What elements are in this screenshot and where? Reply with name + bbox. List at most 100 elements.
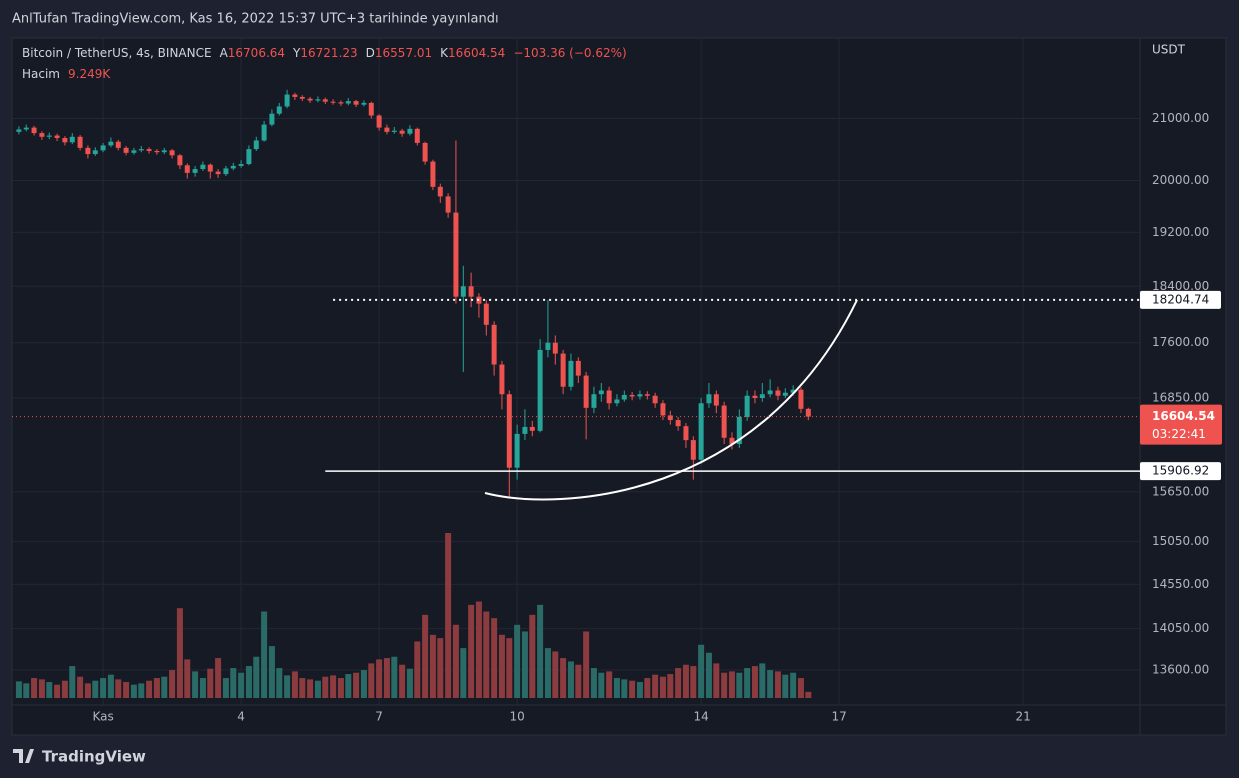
candle-body: [200, 164, 206, 170]
candle-body: [100, 145, 106, 151]
volume-bar: [805, 691, 812, 698]
logo-mark: [13, 749, 34, 763]
grid: [12, 38, 1140, 705]
volume-bar: [521, 631, 528, 698]
publisher-note: AnlTufan TradingView.com, Kas 16, 2022 1…: [12, 12, 499, 27]
volume-bar: [422, 614, 429, 698]
y-tick-label: 14550.00: [1152, 577, 1209, 591]
volume-bar: [751, 666, 758, 698]
candle-body: [345, 101, 351, 104]
volume-bar: [345, 674, 352, 698]
volume-bar: [498, 634, 505, 698]
candle-body: [322, 99, 328, 102]
candle-body: [598, 390, 604, 395]
volume-bar: [797, 678, 804, 698]
volume-bar: [675, 668, 682, 698]
horizontal-line-label: 15906.92: [1152, 464, 1209, 478]
volume-bar: [437, 638, 444, 698]
candle-body: [560, 353, 566, 387]
candle-body: [146, 149, 152, 151]
volume-bar: [192, 671, 199, 698]
volume-bar: [583, 631, 590, 698]
volume-bar: [721, 672, 728, 698]
candle-body: [384, 127, 390, 132]
trend-curve: [484, 299, 858, 501]
y-tick-label: 14050.00: [1152, 621, 1209, 635]
candle-body: [499, 364, 505, 395]
volume-bar: [245, 666, 252, 698]
brand: TradingView: [42, 748, 146, 766]
volume-bar: [360, 670, 367, 698]
candle-body: [184, 165, 190, 173]
volume-bar: [330, 675, 337, 698]
x-tick-label: 17: [831, 710, 846, 724]
candle-body: [729, 437, 735, 445]
x-tick-label: 10: [509, 710, 524, 724]
volume-bar: [138, 683, 145, 698]
candle-body: [77, 136, 83, 148]
volume-bar: [46, 682, 53, 698]
x-tick-label: 21: [1016, 710, 1031, 724]
volume-bar: [322, 676, 329, 698]
volume-bar: [713, 663, 720, 698]
horizontal-line-label-box: [1140, 290, 1221, 309]
candle-body: [169, 150, 175, 156]
volume-bar: [314, 680, 321, 698]
current-price-label: 16604.54: [1152, 409, 1215, 423]
candle-body: [108, 141, 114, 146]
legend-ohlc: Bitcoin / TetherUS, 4s, BINANCE A16706.64…: [22, 46, 627, 60]
candle-body: [276, 106, 282, 114]
candle-body: [407, 128, 413, 134]
x-tick-label: Kas: [92, 710, 113, 724]
candle-body: [775, 390, 781, 396]
volume-bar: [468, 604, 475, 698]
volume-bar: [544, 648, 551, 698]
volume-bar: [537, 604, 544, 698]
volume-bar: [698, 644, 705, 698]
candle-body: [744, 395, 750, 417]
y-tick-label: 17600.00: [1152, 335, 1209, 349]
countdown: 03:22:41: [1152, 427, 1206, 441]
candle-body: [798, 389, 804, 409]
candle-body: [284, 94, 290, 107]
volume-bar: [560, 658, 567, 698]
candle-body: [253, 140, 259, 150]
candle-body: [292, 94, 298, 97]
volume-bar: [69, 666, 76, 698]
volume-bar: [514, 624, 521, 698]
candle-body: [675, 420, 681, 427]
candle-body: [399, 130, 405, 134]
candle-body: [39, 133, 45, 137]
volume-bar: [575, 664, 582, 698]
volume-bar: [54, 684, 61, 698]
candle-body: [269, 113, 275, 125]
candle-body: [54, 135, 60, 139]
candle-body: [568, 360, 574, 387]
candle-body: [706, 394, 712, 404]
volume-bar: [383, 658, 390, 698]
candle-body: [453, 212, 459, 297]
brand-logo: TradingView: [13, 748, 146, 766]
candle-body: [246, 149, 252, 165]
ohlc-letter: Y: [292, 46, 301, 60]
volume-bar: [261, 611, 268, 698]
volume-bar: [567, 661, 574, 698]
y-tick-label: 15050.00: [1152, 534, 1209, 548]
candle-body: [667, 415, 673, 421]
candle-body: [368, 102, 374, 116]
volume-bar: [291, 671, 298, 698]
candle-body: [115, 141, 121, 148]
candle-body: [468, 286, 474, 297]
candle-body: [491, 324, 497, 365]
volume-bar: [284, 675, 291, 698]
candle-body: [422, 142, 428, 162]
candle-body: [338, 102, 344, 104]
candle-body: [522, 426, 528, 434]
horizontal-line-label: 18204.74: [1152, 292, 1209, 306]
volume-bar: [199, 678, 206, 698]
candle-body: [790, 389, 796, 393]
volume-bar: [176, 608, 183, 698]
overlays: 18204.74 15906.92 16604.54 03:22:41: [12, 290, 1222, 481]
candle-body: [644, 394, 650, 396]
